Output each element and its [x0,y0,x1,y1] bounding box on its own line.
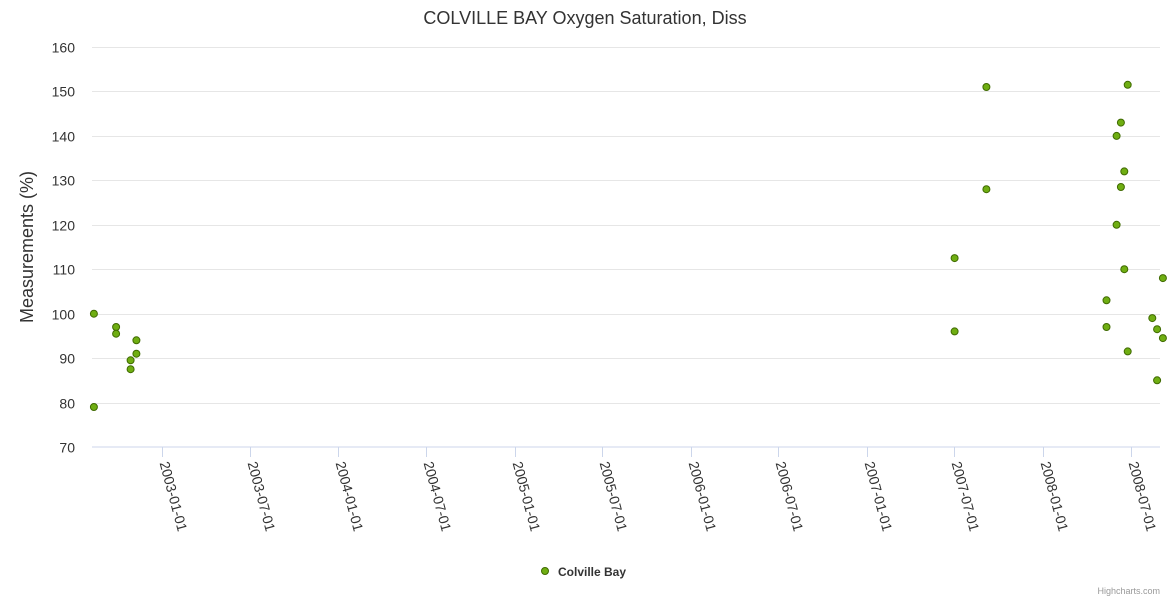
legend-marker-icon[interactable] [541,567,549,575]
x-tick-label: 2005-07-01 [597,460,631,534]
x-axis-ticks: 2003-01-01 2003-07-01 2004-01-01 2004-07-01… [157,447,1160,533]
data-point[interactable] [1153,325,1162,334]
data-point[interactable] [112,323,121,331]
data-point[interactable] [1116,118,1125,127]
data-point[interactable] [1120,265,1129,274]
x-tick-label: 2006-07-01 [773,460,807,534]
chart-title: COLVILLE BAY Oxygen Saturation, Diss [423,8,746,28]
y-tick-label: 150 [52,84,76,100]
x-tick-label: 2007-07-01 [949,460,983,534]
data-point[interactable] [1148,314,1157,323]
data-point[interactable] [1102,296,1111,305]
legend[interactable]: Colville Bay [541,565,627,579]
y-tick-label: 70 [59,440,75,456]
y-tick-label: 130 [52,173,76,189]
data-point[interactable] [1120,167,1129,176]
data-point[interactable] [1116,183,1125,191]
y-axis-ticks: 70 80 90 100 110 120 130 140 150 160 [52,40,76,456]
y-tick-label: 140 [52,129,76,145]
x-tick-label: 2003-07-01 [245,460,279,534]
data-point[interactable] [950,327,959,336]
data-points[interactable] [89,80,1167,411]
data-point[interactable] [1123,347,1132,356]
x-tick-label: 2004-07-01 [421,460,455,534]
data-point[interactable] [132,349,141,358]
data-point[interactable] [1158,274,1167,283]
y-tick-label: 90 [59,351,75,367]
y-tick-label: 110 [53,262,76,278]
data-point[interactable] [89,309,98,318]
data-point[interactable] [1158,334,1167,343]
legend-item-colville-bay[interactable]: Colville Bay [558,565,626,579]
x-tick-label: 2008-01-01 [1038,460,1072,534]
data-point[interactable] [1112,131,1121,140]
data-point[interactable] [950,254,959,263]
gridlines [92,47,1160,404]
x-tick-label: 2007-01-01 [862,460,896,534]
data-point[interactable] [1153,376,1162,385]
data-point[interactable] [1112,220,1121,229]
credits-link[interactable]: Highcharts.com [1097,586,1160,596]
x-tick-label: 2003-01-01 [157,460,191,534]
x-tick-label: 2005-01-01 [510,460,544,534]
data-point[interactable] [89,403,98,411]
y-tick-label: 160 [52,40,76,56]
y-tick-label: 100 [52,307,76,323]
data-point[interactable] [982,185,991,194]
data-point[interactable] [126,365,135,374]
x-tick-label: 2008-07-01 [1126,460,1160,534]
data-point[interactable] [982,83,991,91]
x-tick-label: 2004-01-01 [333,460,367,534]
data-point[interactable] [112,329,121,338]
data-point[interactable] [1123,80,1132,89]
data-point[interactable] [132,336,141,345]
x-tick-label: 2006-01-01 [686,460,720,534]
data-point[interactable] [126,356,135,365]
y-axis-label: Measurements (%) [17,171,37,323]
y-tick-label: 120 [52,218,76,234]
data-point[interactable] [1102,323,1111,331]
y-tick-label: 80 [59,396,75,412]
